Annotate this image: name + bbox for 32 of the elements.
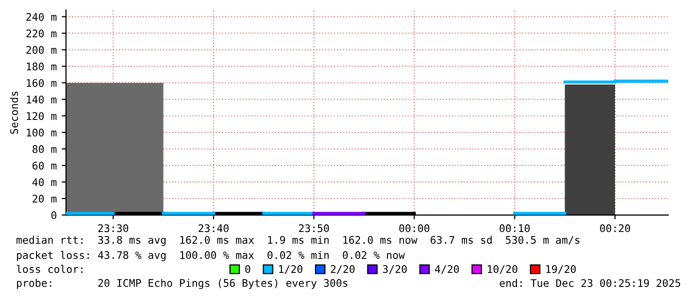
x-tick-label: 00:20 [600,224,630,232]
y-tick-label: 200 m [26,46,56,54]
text: end: Tue Dec 23 00:25:19 2025 [500,278,680,287]
legend-label: 19/20 [546,265,576,274]
x-tick-label: 00:10 [500,224,530,232]
text: packet loss: 43.78 % avg 100.00 % max 0.02 % min 0.02 % now [17,250,405,262]
y-tick-label: 20 m [32,194,56,203]
x-tick-label: 23:50 [299,224,329,232]
y-tick-label: 100 m [26,128,56,137]
y-tick-label: 160 m [26,79,56,87]
x-tick-label: 23:30 [98,224,128,232]
text: median rtt: 33.8 ms avg 162.0 ms max 1.9 ms min 162.0 ms now 63.7 ms sd 530.5 m am/s [16,236,580,246]
y-tick-label: 40 m [32,178,56,186]
legend-title: loss color: [16,264,83,274]
legend-label: 0 [245,265,250,274]
text: probe: 20 ICMP Echo Pings (56 Bytes) every 300s [17,278,348,290]
y-tick-label: 0 [51,211,56,220]
x-tick-label: 00:00 [399,224,430,232]
legend-label: 2/20 [330,265,355,274]
y-tick-label: 220 m [26,29,56,38]
y-tick-label: 140 m [26,96,56,104]
y-tick-label: 240 m [26,12,56,21]
y-axis-title: Seconds [10,92,18,134]
legend-label: 1/20 [279,265,302,274]
y-tick-label: 120 m [26,112,56,120]
y-tick-label: 180 m [26,62,56,70]
legend-label: 4/20 [434,265,459,274]
y-tick-label: 60 m [32,162,56,170]
legend-label: 10/20 [488,265,518,274]
y-tick-label: 80 m [32,145,56,154]
legend-label: 3/20 [382,265,407,274]
x-tick-label: 23:40 [198,224,229,232]
